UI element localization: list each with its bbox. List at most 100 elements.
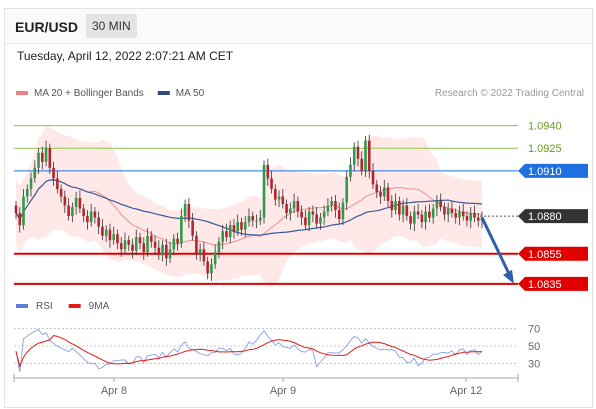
candle-body-75 [296, 201, 300, 212]
credit-text: Research © 2022 Trading Central [435, 88, 584, 99]
candle-body-68 [270, 178, 273, 189]
candle-body-83 [326, 205, 330, 212]
candle-body-77 [304, 217, 307, 226]
candle-body-70 [277, 196, 281, 200]
candle-body-0 [14, 205, 18, 214]
candle-body-14 [67, 205, 70, 217]
candle-body-40 [165, 244, 168, 259]
candle-body-103 [401, 205, 405, 215]
candle-body-57 [228, 225, 232, 238]
x-axis: Apr 8 Apr 9 Apr 12 [13, 374, 519, 397]
candle-body-116 [450, 208, 454, 214]
candle-body-39 [161, 244, 164, 256]
ma20-line [15, 179, 483, 246]
candle-body-92 [360, 158, 364, 171]
rsi-line [15, 328, 483, 373]
rsi-level-label-1: 50 [528, 341, 540, 353]
candle-body-30 [127, 240, 131, 245]
level-label-0: 1.0940 [528, 121, 562, 133]
candle-body-47 [191, 220, 194, 236]
level-label-5: 1.0835 [528, 279, 562, 291]
candle-body-76 [300, 211, 303, 218]
candle-body-31 [131, 244, 134, 251]
candle-body-43 [176, 238, 179, 244]
chart-header: EUR/USD 30 MIN [5, 9, 592, 44]
candle-body-12 [59, 188, 63, 197]
candle-body-25 [108, 229, 112, 241]
candle-body-52 [210, 264, 213, 274]
candle-body-33 [138, 237, 142, 244]
candle-body-59 [236, 222, 240, 232]
candle-body-79 [311, 211, 315, 215]
legend-swatch-0 [16, 91, 28, 95]
level-tag-3 [518, 209, 588, 224]
rsi-panel: RSI 9MA 70 50 30 [14, 301, 540, 373]
candle-body-67 [266, 164, 270, 179]
candle-body-120 [465, 216, 469, 221]
candle-body-3 [25, 188, 29, 197]
candle-body-58 [232, 225, 236, 232]
candle-body-51 [206, 261, 209, 274]
rsi-legend-swatch-1 [68, 304, 81, 308]
candle-body-69 [274, 188, 277, 200]
candle-body-104 [405, 205, 409, 217]
candle-body-87 [341, 202, 345, 220]
candle-body-89 [349, 164, 352, 177]
timeframe-badge[interactable]: 30 MIN [86, 14, 137, 38]
candle-body-19 [86, 216, 89, 223]
candle-body-115 [446, 208, 450, 215]
candle-body-84 [330, 201, 333, 206]
candle-body-26 [112, 234, 116, 241]
candle-body-85 [334, 201, 337, 211]
candle-body-71 [281, 196, 285, 205]
candle-body-11 [56, 178, 59, 189]
candle-body-22 [97, 217, 100, 227]
candle-body-36 [149, 235, 153, 242]
candle-body-60 [240, 222, 243, 230]
candle-body-100 [390, 201, 394, 211]
candle-body-2 [22, 196, 25, 226]
candle-body-45 [183, 204, 187, 217]
candle-body-97 [379, 191, 382, 197]
legend-label-1: MA 50 [176, 88, 205, 99]
timestamp: Tuesday, April 12, 2022 2:07:21 AM CET [17, 49, 234, 63]
rsi-level-label-2: 30 [528, 358, 540, 370]
candle-body-35 [146, 235, 149, 253]
candle-body-82 [322, 211, 326, 218]
candle-body-17 [78, 197, 82, 209]
level-tag-4 [518, 246, 588, 261]
candle-body-29 [123, 240, 127, 250]
bollinger-band [16, 126, 482, 288]
candle-body-28 [119, 243, 123, 250]
candle-body-23 [101, 226, 104, 236]
candle-body-102 [398, 201, 401, 215]
candle-body-44 [180, 216, 183, 244]
rsi-ma-line [15, 335, 483, 369]
candle-body-96 [375, 184, 379, 192]
price-legend: MA 20 + Bollinger Bands MA 50 [16, 88, 205, 99]
x-tick-label-2: Apr 12 [450, 385, 482, 397]
candle-body-24 [104, 229, 108, 236]
instrument-title: EUR/USD [15, 19, 79, 35]
candle-body-42 [172, 238, 176, 250]
legend-swatch-1 [157, 91, 170, 95]
candle-body-21 [93, 211, 97, 218]
candle-body-98 [382, 187, 386, 197]
candle-body-122 [473, 213, 476, 218]
candle-body-107 [416, 211, 420, 215]
candle-body-61 [243, 222, 247, 230]
candle-body-53 [213, 252, 217, 265]
candle-body-78 [307, 211, 311, 226]
candle-body-38 [157, 247, 161, 256]
candle-body-8 [44, 148, 48, 162]
candle-body-113 [439, 201, 442, 208]
candle-body-118 [458, 211, 461, 218]
candle-body-65 [258, 217, 262, 221]
candle-body-62 [247, 216, 251, 223]
candle-body-54 [217, 241, 221, 253]
candle-body-66 [262, 164, 266, 218]
candle-body-119 [461, 211, 465, 217]
candle-body-4 [29, 178, 33, 189]
x-tick-label-0: Apr 8 [101, 385, 127, 397]
